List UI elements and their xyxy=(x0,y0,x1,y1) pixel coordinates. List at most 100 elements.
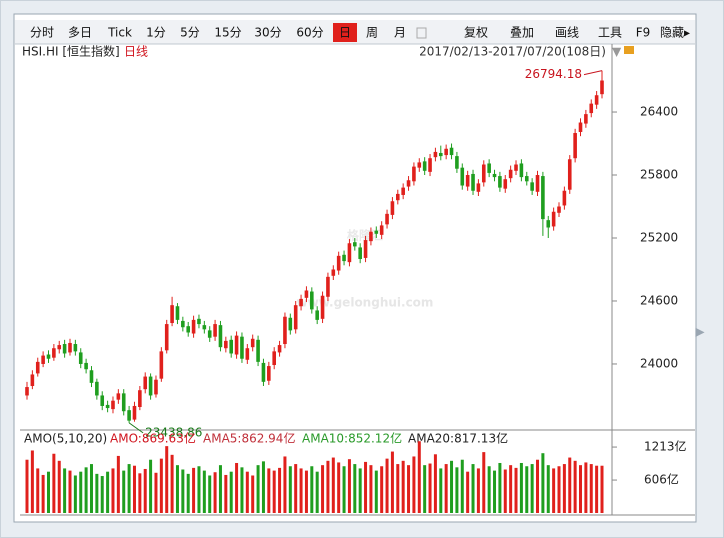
candle-body xyxy=(159,351,164,379)
candle-body xyxy=(197,318,201,325)
volume-bar xyxy=(450,460,454,513)
toolbar-button[interactable]: 隐藏▸ xyxy=(660,26,690,40)
candle-body xyxy=(395,193,400,201)
toolbar-button[interactable]: 1分 xyxy=(146,26,166,40)
candle-body xyxy=(363,240,368,258)
volume-bar xyxy=(519,462,523,513)
candle-body xyxy=(52,348,56,358)
volume-bar xyxy=(568,457,572,513)
candle-body xyxy=(406,180,411,187)
toolbar-button[interactable]: 60分 xyxy=(296,26,323,40)
candle-body xyxy=(600,80,604,95)
toolbar-button[interactable]: 月 xyxy=(394,26,406,40)
toolbar-button[interactable]: 复权 xyxy=(464,26,488,40)
candle-body xyxy=(213,324,217,337)
volume-bar xyxy=(111,468,115,513)
watermark-title: 格隆汇 xyxy=(347,228,383,243)
volume-bar xyxy=(170,454,174,513)
volume-bar xyxy=(79,471,83,513)
volume-bar xyxy=(41,474,45,513)
candle-body xyxy=(487,163,491,173)
toolbar-button[interactable]: 分时 xyxy=(30,26,54,40)
toolbar-button[interactable]: 日 xyxy=(339,26,351,40)
volume-bar xyxy=(283,456,287,513)
volume-bar xyxy=(514,467,518,513)
volume-bar xyxy=(530,464,534,513)
candle-body xyxy=(143,376,148,390)
volume-bar xyxy=(63,468,67,513)
low-pointer xyxy=(128,422,144,434)
volume-bar xyxy=(95,473,99,513)
candle-body xyxy=(132,405,137,420)
candle-body xyxy=(148,376,153,396)
candle-body xyxy=(250,338,255,348)
volume-bar xyxy=(57,460,61,513)
volume-bar xyxy=(439,468,443,513)
toolbar-button[interactable]: Tick xyxy=(107,26,132,40)
toolbar-button[interactable]: 周 xyxy=(366,26,378,40)
volume-bar xyxy=(175,465,179,513)
candle-body xyxy=(41,355,45,364)
candle-body xyxy=(412,166,416,182)
candle-body xyxy=(277,345,282,353)
candle-body xyxy=(342,254,346,262)
toolbar-button[interactable]: 5分 xyxy=(180,26,200,40)
candle-body xyxy=(417,162,422,168)
toolbar-button[interactable]: 画线 xyxy=(555,26,579,40)
volume-bar xyxy=(396,464,400,513)
candle-body xyxy=(224,340,228,349)
range-dropdown[interactable]: ▼ xyxy=(612,45,622,59)
candle-body xyxy=(369,231,373,242)
candle-body xyxy=(186,326,191,333)
volume-bar xyxy=(73,475,77,513)
volume-bar xyxy=(546,465,550,513)
candle-body xyxy=(234,335,239,355)
volume-bar xyxy=(84,467,88,513)
volume-bar xyxy=(433,454,437,513)
volume-bar xyxy=(444,464,448,513)
expand-arrow[interactable]: ▶ xyxy=(695,325,705,339)
volume-bar xyxy=(143,468,147,513)
volume-bar xyxy=(364,461,368,513)
candle-body xyxy=(514,164,518,171)
toolbar-button[interactable]: 30分 xyxy=(254,26,281,40)
volume-bar xyxy=(326,460,330,513)
candle-body xyxy=(272,351,276,366)
candle-body xyxy=(181,320,185,328)
candle-body xyxy=(261,362,266,382)
toolbar-button[interactable]: F9 xyxy=(636,26,651,40)
volume-bar xyxy=(197,466,201,513)
volume-bar xyxy=(503,469,507,513)
candle-body xyxy=(438,152,443,157)
volume-bar xyxy=(385,458,389,513)
candle-body xyxy=(202,325,207,330)
volume-bar xyxy=(202,470,206,513)
symbol: HSI.HI [恒生指数] xyxy=(22,44,120,59)
candle-body xyxy=(567,159,572,190)
volume-bar xyxy=(299,468,303,513)
volume-bar xyxy=(552,468,556,513)
candle-body xyxy=(336,255,341,271)
toolbar-button[interactable]: 15分 xyxy=(214,26,241,40)
candle-body xyxy=(293,305,298,330)
candle-body xyxy=(508,169,513,179)
toolbar-button[interactable]: 工具 xyxy=(598,26,622,40)
candle-body xyxy=(240,336,244,359)
candle-body xyxy=(326,276,330,297)
toolbar-button[interactable]: 叠加 xyxy=(510,26,534,40)
volume-bar xyxy=(213,472,217,513)
volume-bar xyxy=(116,455,120,513)
volume-bar xyxy=(557,466,561,513)
volume-bar xyxy=(159,458,163,513)
lock-icon[interactable] xyxy=(624,46,634,54)
candle-body xyxy=(428,158,432,172)
candle-body xyxy=(535,175,540,192)
candle-body xyxy=(68,342,72,353)
candle-body xyxy=(530,182,534,191)
volume-bar xyxy=(498,462,502,513)
toolbar-button[interactable]: 多日 xyxy=(68,26,92,40)
candle-body xyxy=(315,310,319,320)
candle-body xyxy=(562,190,567,206)
volume-indicator: AMA10:852.12亿 xyxy=(302,431,402,446)
